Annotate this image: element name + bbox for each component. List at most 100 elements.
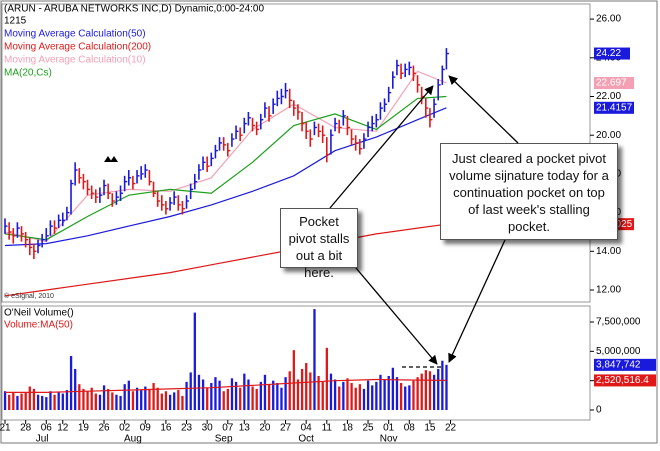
volume-bar <box>74 368 77 411</box>
volume-bar <box>45 397 48 411</box>
volume-bar <box>61 393 64 411</box>
last-value-label: 24.22 <box>596 48 621 59</box>
volume-bar <box>342 381 345 411</box>
volume-bar <box>28 386 31 411</box>
volume-bar <box>300 368 304 411</box>
volume-bar <box>383 379 386 411</box>
y-tick-label: 7,500,000 <box>596 317 641 328</box>
volume-bar <box>152 383 155 411</box>
volume-bar <box>255 388 258 411</box>
volume-bar <box>321 381 324 411</box>
volume-bar <box>226 388 229 411</box>
last-value-box <box>594 47 630 60</box>
volume-bar <box>111 392 114 411</box>
volume-bar <box>168 394 172 411</box>
volume-bar <box>445 364 448 411</box>
marker <box>110 156 118 162</box>
y-tick-label: 22.00 <box>596 91 621 102</box>
ma-line <box>4 223 447 297</box>
volume-bar <box>90 387 93 411</box>
volume-bar <box>317 375 320 411</box>
volume-bar <box>82 388 85 411</box>
x-tick-label: 13 <box>239 423 251 434</box>
y-tick-label: 5,000,000 <box>596 346 641 357</box>
volume-bar <box>123 384 126 411</box>
volume-bar <box>420 373 423 411</box>
volume-bar <box>127 380 130 411</box>
x-tick-label: 01 <box>383 423 395 434</box>
x-tick-label: 02 <box>119 423 131 434</box>
legend-entry: Moving Average Calculation(200) <box>4 42 151 53</box>
volume-bar <box>201 379 205 411</box>
x-tick-label: 04 <box>301 423 313 434</box>
volume-bar <box>329 373 333 411</box>
volume-bar <box>12 392 15 411</box>
volume-bar <box>36 394 40 411</box>
volume-bar <box>371 385 374 411</box>
volume-bar <box>119 395 122 411</box>
volume-bar <box>424 370 428 411</box>
volume-bar <box>395 377 399 411</box>
last-value-box <box>594 101 634 114</box>
volume-bar <box>156 387 159 411</box>
volume-bar <box>210 383 213 411</box>
volume-bar <box>366 380 370 411</box>
x-tick-label: 30 <box>202 423 214 434</box>
x-tick-label: 26 <box>98 423 110 434</box>
x-tick-label: 23 <box>181 423 193 434</box>
volume-bar <box>94 393 97 411</box>
copyright: © eSignal, 2010 <box>4 292 54 300</box>
x-tick-label: 18 <box>342 423 354 434</box>
volume-bar <box>115 394 118 411</box>
x-tick-label: 11 <box>322 423 333 434</box>
x-tick-label: 16 <box>160 423 172 434</box>
volume-bar <box>375 381 378 411</box>
y-tick-label: 26.00 <box>596 14 621 25</box>
last-value-label: 21.4157 <box>596 102 633 113</box>
volume-bar <box>399 383 403 411</box>
x-tick-label: 21 <box>0 423 11 434</box>
volume-bar <box>160 393 163 411</box>
month-label: Sep <box>215 434 233 445</box>
volume-bar <box>234 381 238 411</box>
volume-bar <box>404 386 407 411</box>
volume-bar <box>20 393 23 411</box>
volume-bar <box>263 374 267 411</box>
volume-bar <box>259 381 262 411</box>
volume-bar <box>239 387 242 411</box>
volume-bar <box>338 386 341 411</box>
volume-bar <box>69 356 73 411</box>
annotation: Pocket pivot stalls out a bit here. <box>280 208 358 280</box>
volume-bar <box>437 368 440 411</box>
last-value-label: 3,847,742 <box>596 359 641 370</box>
volume-bar <box>148 388 151 411</box>
ma-line <box>5 378 447 393</box>
last-value-label: 22.697 <box>596 78 627 89</box>
volume-bar <box>214 377 217 411</box>
volume-bar <box>325 347 328 411</box>
last-value-label: 2,520,516.4 <box>596 375 649 386</box>
x-tick-label: 06 <box>41 423 53 434</box>
volume-bar <box>24 392 27 411</box>
legend-entry: Volume:MA(50) <box>4 320 73 331</box>
volume-bar <box>144 386 147 411</box>
last-value-box <box>594 358 656 371</box>
volume-bar <box>3 391 7 411</box>
volume-bar <box>164 391 168 411</box>
volume-bar <box>193 312 196 411</box>
volume-bar <box>98 394 102 411</box>
volume-bar <box>251 386 254 411</box>
volume-bar <box>358 384 362 411</box>
volume-bar <box>53 394 56 411</box>
volume-bar <box>313 309 316 411</box>
volume-panel <box>1 305 591 421</box>
volume-bar <box>362 388 366 411</box>
last-value-box <box>594 374 656 387</box>
volume-bar <box>391 367 395 411</box>
volume-bar <box>288 371 291 411</box>
x-tick-label: 15 <box>424 423 436 434</box>
legend-entry: MA(20,Cs) <box>4 68 52 79</box>
last-value-box <box>594 77 634 90</box>
month-label: Jul <box>36 434 49 445</box>
